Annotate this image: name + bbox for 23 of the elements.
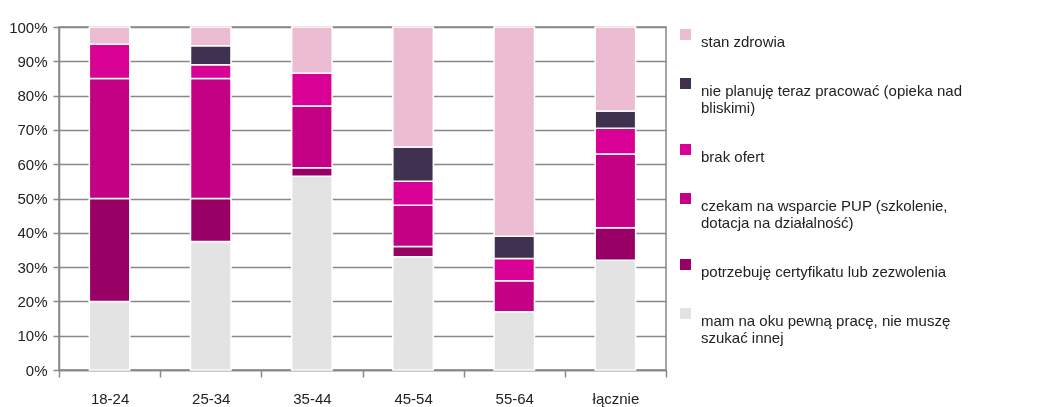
x-tick-label: 18-24 — [90, 389, 130, 407]
x-tick-label: łącznie — [592, 389, 640, 407]
y-tick-label: 30% — [17, 258, 48, 276]
y-tick-label: 60% — [17, 155, 48, 173]
y-tick-label: 10% — [17, 327, 48, 345]
legend-label: mam na oku pewną pracę, nie muszę szukać innej — [701, 311, 951, 346]
y-tick-label: 40% — [17, 224, 48, 242]
legend-label: brak ofert — [701, 147, 766, 165]
y-tick-label: 70% — [17, 121, 48, 139]
legend-label: stan zdrowia — [701, 32, 786, 50]
x-tick-label: 25-34 — [192, 389, 231, 407]
x-tick-label: 35-44 — [293, 389, 332, 407]
y-tick-label: 0% — [25, 361, 48, 379]
y-tick-label: 20% — [17, 292, 48, 310]
x-tick-label: 45-54 — [394, 389, 433, 407]
x-tick-label: 55-64 — [495, 389, 534, 407]
y-tick-label: 90% — [17, 52, 48, 70]
legend-label: potrzebuję certyfikatu lub zezwolenia — [701, 262, 947, 280]
y-tick-label: 100% — [9, 18, 48, 36]
legend-label: nie planuję teraz pracować (opieka nad bliskimi) — [701, 81, 962, 116]
legend-label: czekam na wsparcie PUP (szkolenie, dotacja na działalność) — [701, 196, 948, 231]
y-tick-label: 50% — [17, 190, 48, 207]
y-tick-label: 80% — [17, 87, 48, 105]
